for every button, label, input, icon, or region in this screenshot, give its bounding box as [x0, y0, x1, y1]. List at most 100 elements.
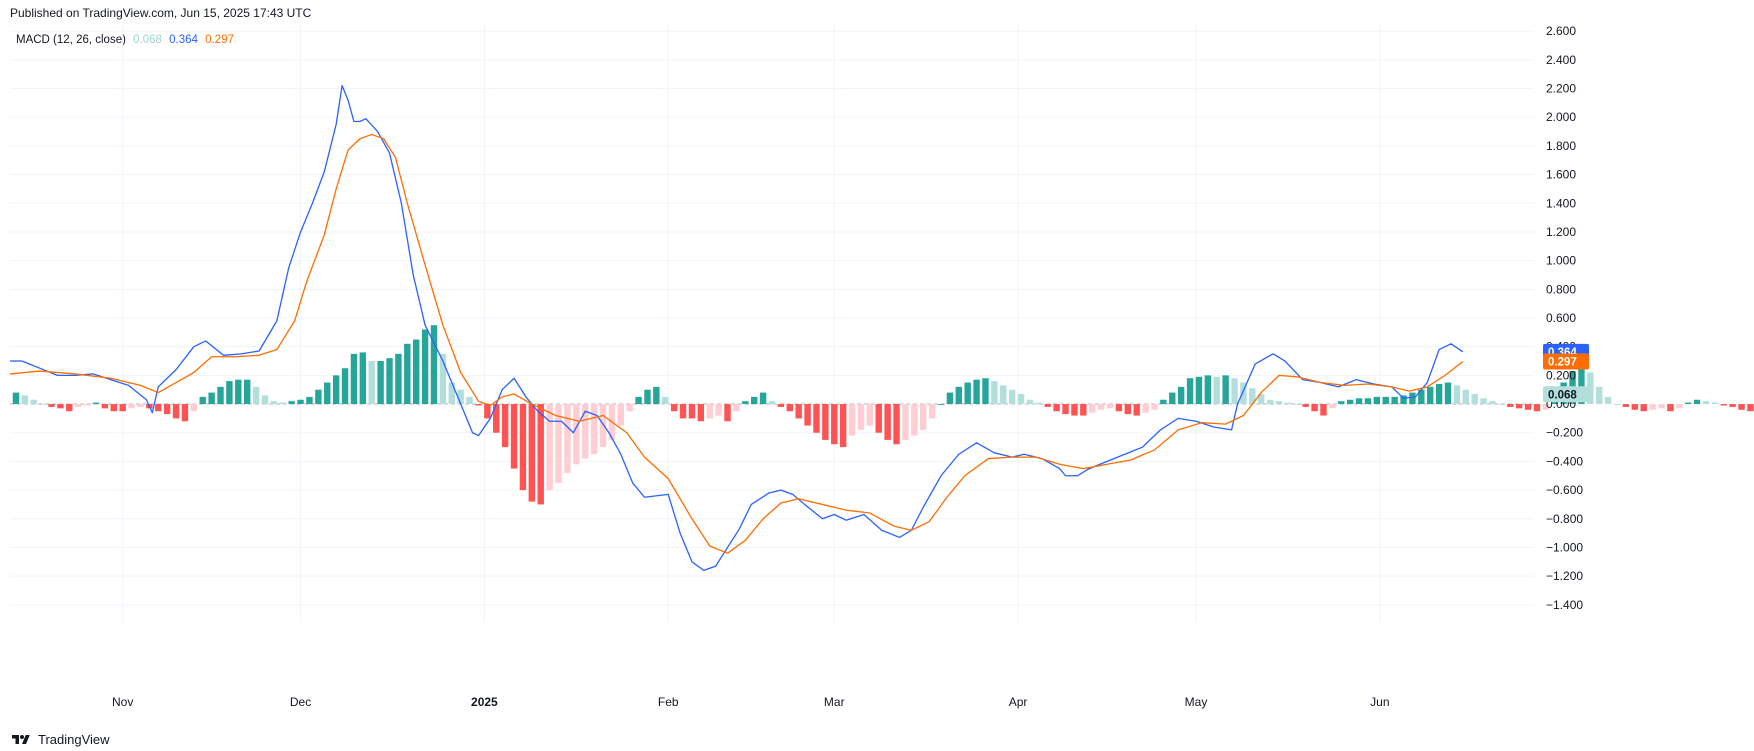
histogram-bar — [839, 404, 847, 448]
histogram-bar — [1533, 404, 1541, 412]
histogram-bar — [644, 389, 651, 405]
x-tick-label: May — [1185, 695, 1208, 709]
histogram-bar — [733, 404, 740, 412]
histogram-bar — [172, 404, 180, 419]
histogram-bar — [1142, 404, 1149, 413]
x-tick-label: Mar — [824, 695, 845, 709]
histogram-bar — [1204, 375, 1212, 405]
histogram-bar — [1169, 392, 1176, 405]
histogram-bar — [555, 404, 562, 483]
histogram-bar — [1631, 404, 1639, 410]
histogram-bar — [110, 404, 117, 412]
histogram-bar — [1302, 404, 1309, 407]
histogram-bar — [1115, 404, 1123, 412]
histogram-bar — [315, 389, 322, 405]
indicator-legend: MACD (12, 26, close) 0.068 0.364 0.297 — [16, 34, 238, 46]
y-tick-label: −0.800 — [1546, 512, 1583, 526]
histogram-bar — [1729, 404, 1736, 407]
histogram-bar — [1489, 401, 1496, 405]
histogram-bar — [1186, 378, 1194, 405]
x-tick-label: 2025 — [471, 695, 498, 709]
histogram-bar — [1008, 389, 1016, 405]
histogram-bar — [617, 404, 624, 426]
histogram-bar — [413, 339, 420, 405]
histogram-bar — [1071, 404, 1078, 416]
histogram-bar — [1044, 404, 1051, 407]
histogram-bar — [475, 404, 482, 406]
histogram-bar — [1240, 382, 1247, 405]
y-tick-label: 0.200 — [1546, 368, 1576, 382]
histogram-bar — [92, 402, 100, 405]
histogram-bar — [1106, 404, 1114, 409]
histogram-bar — [724, 404, 731, 422]
histogram-bar — [1391, 396, 1398, 405]
histogram-bar — [1266, 399, 1274, 405]
histogram-bar — [902, 404, 909, 440]
histogram-bar — [635, 396, 642, 405]
histogram-bar — [1346, 399, 1354, 405]
histogram-bar — [1231, 378, 1238, 405]
y-tick-label: 1.600 — [1546, 168, 1576, 182]
histogram-bar — [1382, 396, 1389, 405]
price-axis[interactable]: 2.600 2.400 2.200 2.000 1.800 1.600 1.400 1.200… — [1546, 24, 1583, 612]
histogram-bar — [893, 404, 900, 445]
histogram-bar — [1604, 396, 1612, 405]
histogram-bar — [1418, 389, 1425, 405]
histogram-bar — [537, 404, 544, 505]
histogram-bar — [83, 404, 91, 406]
histogram-bar — [208, 392, 215, 405]
histogram-bar — [928, 404, 936, 419]
histogram-bar — [386, 358, 393, 405]
histogram-bar — [1453, 385, 1461, 405]
histogram-bar — [501, 404, 509, 448]
y-tick-label: 1.400 — [1546, 196, 1576, 210]
histogram-bar — [831, 404, 838, 445]
macd-line — [10, 85, 1464, 572]
histogram-bar — [163, 404, 171, 415]
time-axis[interactable]: Nov Dec 2025 Feb Mar Apr May Jun — [112, 695, 1390, 709]
histogram-bar — [1435, 383, 1443, 405]
y-tick-label: −1.400 — [1546, 598, 1583, 612]
tradingview-footer[interactable]: TradingView — [10, 732, 110, 747]
histogram-bar — [155, 404, 162, 412]
histogram-bar — [1195, 376, 1203, 405]
histogram-bar — [1089, 404, 1096, 413]
histogram-bar — [359, 352, 367, 405]
histogram-bar — [1720, 404, 1727, 406]
histogram-bar — [1640, 404, 1647, 412]
histogram-bar — [1400, 395, 1407, 405]
histogram-bar — [1097, 404, 1105, 410]
histogram-bar — [1524, 404, 1532, 410]
legend-macd-value: 0.364 — [169, 34, 198, 46]
histogram-bar — [768, 401, 776, 405]
histogram-bar — [466, 396, 473, 405]
histogram-bar — [706, 404, 713, 419]
histogram-bar — [751, 396, 758, 405]
histogram-bar — [759, 392, 767, 405]
histogram-bar — [137, 404, 144, 407]
histogram-bar — [813, 404, 820, 433]
histogram-bar — [66, 404, 73, 412]
y-tick-label: −0.600 — [1546, 483, 1583, 497]
histogram-bar — [297, 399, 304, 405]
histogram-bar — [1649, 404, 1656, 410]
histogram-bar — [670, 404, 678, 412]
tradingview-logo-icon — [12, 734, 30, 744]
histogram-bar — [822, 404, 829, 440]
y-tick-label: −0.200 — [1546, 426, 1583, 440]
y-tick-label: 2.400 — [1546, 53, 1576, 67]
histogram-bar — [679, 404, 687, 419]
histogram-bar — [181, 404, 189, 422]
histogram-bar — [1213, 376, 1220, 405]
histogram-bar — [973, 379, 980, 405]
histogram-bar — [1151, 404, 1158, 410]
histogram-bar — [662, 396, 669, 405]
histogram-bar — [190, 404, 198, 412]
histogram-bar — [217, 386, 224, 405]
histogram-bar — [1676, 404, 1683, 409]
histogram-bar — [261, 395, 269, 405]
histogram-bar — [626, 404, 633, 412]
histogram-bar — [911, 404, 918, 436]
histogram-bar — [421, 329, 429, 405]
